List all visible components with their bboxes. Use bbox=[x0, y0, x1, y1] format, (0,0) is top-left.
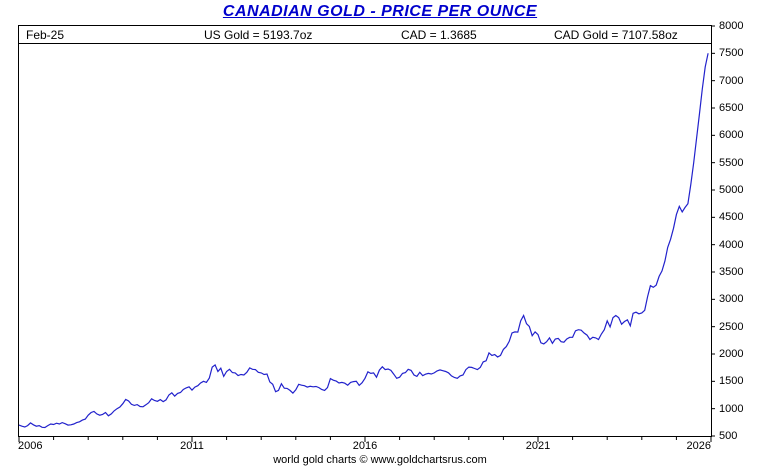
price-line bbox=[18, 53, 709, 429]
y-axis-label: 3000 bbox=[719, 293, 744, 306]
y-axis-label: 8000 bbox=[719, 20, 744, 32]
y-axis-label: 4000 bbox=[719, 238, 744, 251]
x-axis-label: 2006 bbox=[18, 440, 43, 452]
y-axis-label: 7500 bbox=[719, 47, 744, 60]
y-axis-label: 4500 bbox=[719, 211, 744, 224]
cad-rate-value: CAD = 1.3685 bbox=[401, 28, 477, 42]
y-axis-label: 6500 bbox=[719, 102, 744, 114]
y-axis-label: 6000 bbox=[719, 129, 744, 142]
y-axis-label: 5500 bbox=[719, 156, 744, 169]
chart-header-strip: Feb-25 US Gold = 5193.7oz CAD = 1.3685 C… bbox=[19, 26, 711, 44]
x-axis-label: 2016 bbox=[352, 440, 378, 452]
date-label: Feb-25 bbox=[26, 28, 65, 42]
plot-area bbox=[18, 25, 715, 442]
y-axis-label: 500 bbox=[719, 430, 738, 442]
y-axis-label: 2000 bbox=[719, 348, 744, 360]
cad-gold-value: CAD Gold = 7107.58oz bbox=[554, 28, 678, 42]
chart-title: CANADIAN GOLD - PRICE PER OUNCE bbox=[222, 3, 538, 20]
y-axis-label: 1500 bbox=[719, 375, 744, 388]
x-axis-label: 2011 bbox=[180, 440, 204, 452]
y-axis-label: 5000 bbox=[719, 184, 744, 196]
y-axis-label: 2500 bbox=[719, 320, 744, 333]
y-axis-label: 3500 bbox=[719, 266, 744, 278]
footer-credit: world gold charts © www.goldchartsrus.co… bbox=[273, 454, 487, 466]
y-axis-label: 1000 bbox=[719, 402, 744, 415]
us-gold-value: US Gold = 5193.7oz bbox=[204, 28, 313, 42]
x-axis-label: 2021 bbox=[525, 440, 551, 452]
x-axis-label: 2026 bbox=[686, 440, 711, 452]
plot-frame: Feb-25 US Gold = 5193.7oz CAD = 1.3685 C… bbox=[18, 25, 715, 442]
y-axis-label: 7000 bbox=[719, 74, 744, 87]
